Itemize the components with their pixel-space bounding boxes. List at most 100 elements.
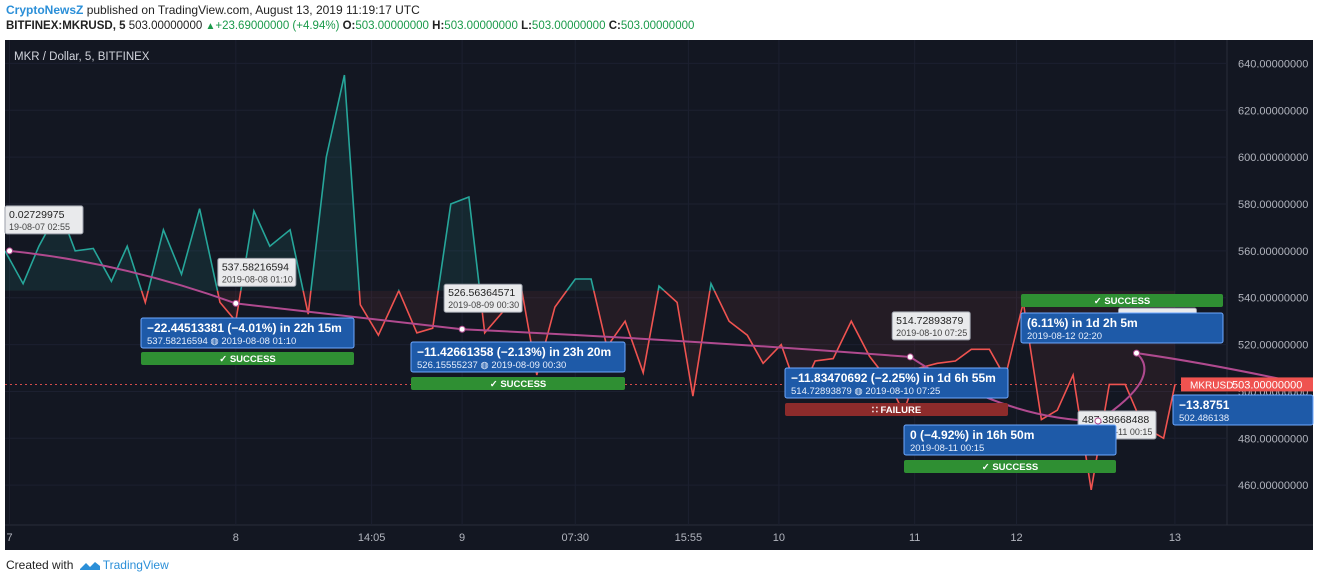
high-label: H: <box>432 20 445 32</box>
status-badge-bg <box>1021 294 1223 307</box>
price-tag-symbol: MKRUSD <box>1190 380 1233 391</box>
info-box-bg <box>1172 394 1314 426</box>
point-label-value: 0.02729975 <box>9 209 65 221</box>
publish-text: published on TradingView.com, August 13,… <box>86 3 420 17</box>
info-box-bg <box>1020 312 1224 344</box>
x-tick-label: 10 <box>773 532 785 544</box>
info-box-change: −11.83470692 (−2.25%) in 1d 6h 55m <box>791 371 996 385</box>
info-box-change: 0 (−4.92%) in 16h 50m <box>910 428 1034 442</box>
point-label-value: 514.72893879 <box>896 315 963 327</box>
point-label-value: 537.58216594 <box>222 261 289 273</box>
x-tick-label: 7 <box>6 532 12 544</box>
status-badge-text: ✓ SUCCESS <box>219 354 276 365</box>
price-tag-bg <box>1181 377 1313 392</box>
info-box-detail: 526.15555237 ◍ 2019-08-09 00:30 <box>417 360 566 371</box>
point-label-date: 2019-08-09 00:30 <box>448 300 519 310</box>
info-box-change: −13.8751 <box>1179 398 1230 412</box>
close-value: 503.00000000 <box>620 20 695 32</box>
point-label-date: 2019-08-11 00:15 <box>1082 427 1152 437</box>
status-badge-bg <box>785 403 1008 416</box>
price-tag-value: 503.00000000 <box>1232 379 1302 391</box>
point-label-date: 2019-08-10 07:25 <box>896 328 967 338</box>
symbol-label: BITFINEX:MKRUSD, 5 <box>6 20 126 32</box>
point-label-box <box>443 283 523 313</box>
point-label-value: 487.38668488 <box>1082 414 1149 426</box>
projection-curve <box>235 302 463 331</box>
measure-info-box: −22.44513381 (−4.01%) in 22h 15m537.5821… <box>140 317 355 365</box>
status-badge-bg <box>904 460 1116 473</box>
x-tick-label: 07:30 <box>562 532 590 544</box>
y-tick-label: 520.00000000 <box>1238 340 1308 352</box>
point-label-value: 526.56364571 <box>448 287 515 299</box>
status-badge-bg <box>141 352 354 365</box>
x-tick-label: 13 <box>1169 532 1181 544</box>
point-label-box <box>217 257 297 287</box>
point-marker <box>1132 349 1140 357</box>
series-line-up <box>5 74 716 291</box>
info-box-detail: 537.58216594 ◍ 2019-08-08 01:10 <box>147 336 296 347</box>
point-label-box <box>891 311 971 341</box>
info-box-change: −22.44513381 (−4.01%) in 22h 15m <box>147 321 342 335</box>
status-badge-text: ✓ SUCCESS <box>1094 296 1151 307</box>
projection-curve <box>462 328 911 358</box>
info-box-detail: 2019-08-11 00:15 <box>910 443 984 454</box>
open-value: 503.00000000 <box>355 20 429 32</box>
status-badge-bg <box>411 377 625 390</box>
up-arrow-icon: ▲ <box>205 21 216 32</box>
y-tick-label: 460.00000000 <box>1238 480 1308 492</box>
x-tick-label: 9 <box>459 532 465 544</box>
y-tick-label: 600.00000000 <box>1238 152 1308 164</box>
y-tick-label: 580.00000000 <box>1238 199 1308 211</box>
point-marker <box>906 353 914 361</box>
last-price: 503.00000000 <box>128 20 203 32</box>
x-tick-label: 11 <box>909 532 920 544</box>
point-marker <box>458 325 466 333</box>
low-label: L: <box>521 20 532 32</box>
series-line-down <box>140 290 1176 491</box>
point-label-date: 19-08-07 02:55 <box>9 222 70 232</box>
point-marker <box>232 299 240 307</box>
info-box-bg <box>784 367 1009 399</box>
status-badge-text: ✓ SUCCESS <box>982 462 1039 473</box>
measure-info-box: −11.42661358 (−2.13%) in 23h 20m526.1555… <box>410 341 626 390</box>
info-box-detail: 514.72893879 ◍ 2019-08-10 07:25 <box>791 386 940 397</box>
projection-curve <box>9 249 237 305</box>
info-box-detail: 502.486138 <box>1179 413 1229 424</box>
x-tick-label: 14:05 <box>358 532 386 544</box>
tradingview-logo-icon <box>79 562 100 571</box>
x-tick-label: 8 <box>233 532 239 544</box>
low-value: 503.00000000 <box>531 20 606 32</box>
status-badge-text: ∷ FAILURE <box>872 405 921 416</box>
info-box-change: −11.42661358 (−2.13%) in 23h 20m <box>417 345 611 359</box>
open-label: O: <box>342 20 356 32</box>
y-tick-label: 560.00000000 <box>1238 246 1308 258</box>
y-tick-label: 640.00000000 <box>1238 58 1308 70</box>
point-marker <box>6 247 14 255</box>
ohlc-line: BITFINEX:MKRUSD, 5 503.00000000 ▲+23.690… <box>6 20 694 32</box>
y-tick-label: 480.00000000 <box>1238 433 1308 445</box>
series-area-down <box>141 290 1175 490</box>
publish-line: CryptoNewsZ published on TradingView.com… <box>6 3 420 17</box>
info-box-bg <box>410 341 626 373</box>
tradingview-link[interactable]: TradingView <box>102 558 169 572</box>
point-marker <box>1094 417 1102 425</box>
info-box-bg <box>140 317 355 349</box>
y-tick-label: 540.00000000 <box>1238 293 1308 305</box>
high-value: 503.00000000 <box>444 20 518 32</box>
brand-link[interactable]: CryptoNewsZ <box>6 3 84 17</box>
created-with-text: Created with <box>6 558 74 572</box>
close-label: C: <box>608 20 621 32</box>
status-badge-text: ✓ SUCCESS <box>490 379 547 390</box>
price-change: +23.69000000 (+4.94%) <box>215 20 340 32</box>
info-box-bg <box>903 424 1117 456</box>
chart-title: MKR / Dollar, 5, BITFINEX <box>14 51 150 63</box>
point-label-box <box>4 205 84 235</box>
info-box-detail: 2019-08-12 02:20 <box>1027 331 1102 342</box>
